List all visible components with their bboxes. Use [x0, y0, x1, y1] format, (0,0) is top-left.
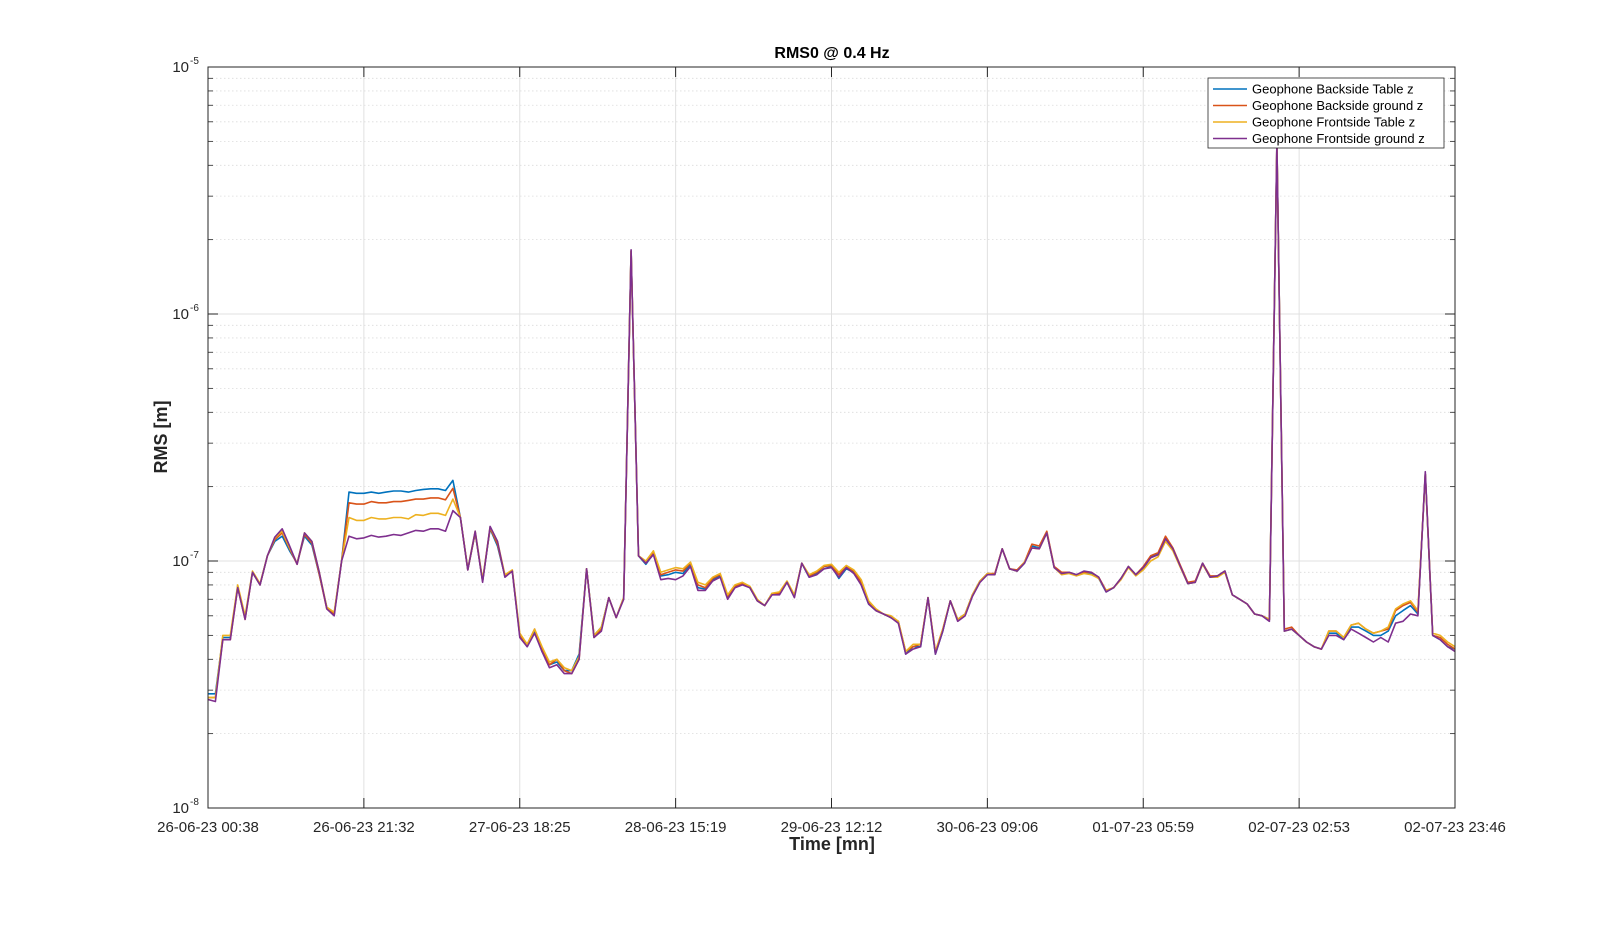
y-tick-label: 10	[172, 59, 189, 76]
y-tick-exponent: -7	[190, 550, 199, 561]
y-tick-exponent: -5	[190, 56, 199, 67]
legend-label-2: Geophone Backside ground z	[1252, 98, 1423, 113]
ticks	[207, 66, 1456, 809]
x-tick-label: 28-06-23 15:19	[625, 819, 727, 836]
y-tick-exponent: -8	[190, 797, 199, 808]
legend-label-4: Geophone Frontside ground z	[1252, 131, 1425, 146]
x-axis-title: Time [mn]	[789, 834, 875, 854]
legend-label-1: Geophone Backside Table z	[1252, 82, 1414, 97]
chart-title: RMS0 @ 0.4 Hz	[774, 45, 889, 62]
y-tick-label: 10	[172, 800, 189, 817]
series-line-4	[207, 141, 1456, 703]
x-tick-label: 02-07-23 02:53	[1248, 819, 1350, 836]
x-tick-label: 26-06-23 21:32	[313, 819, 415, 836]
legend-box	[1207, 77, 1445, 149]
x-tick-label: 30-06-23 09:06	[937, 819, 1039, 836]
x-tick-label: 26-06-23 00:38	[157, 819, 259, 836]
tick-labels: 10-810-710-610 -526-06-23 00:38 26-06-23 2…	[157, 56, 1506, 836]
x-tick-label: 27-06-23 18:25	[469, 819, 571, 836]
x-tick-label: 02-07-23 23:46	[1404, 819, 1506, 836]
y-tick-exponent: -6	[190, 303, 199, 314]
y-tick-label: 10	[172, 553, 189, 570]
legend-label-3: Geophone Frontside Table z	[1252, 115, 1415, 130]
series-lines	[207, 141, 1456, 703]
y-tick-label: 10	[172, 306, 189, 323]
y-axis-title: RMS [m]	[151, 401, 171, 474]
x-tick-label: 01-07-23 05:59	[1092, 819, 1194, 836]
x-tick-label: 29-06-23 12:12	[781, 819, 883, 836]
